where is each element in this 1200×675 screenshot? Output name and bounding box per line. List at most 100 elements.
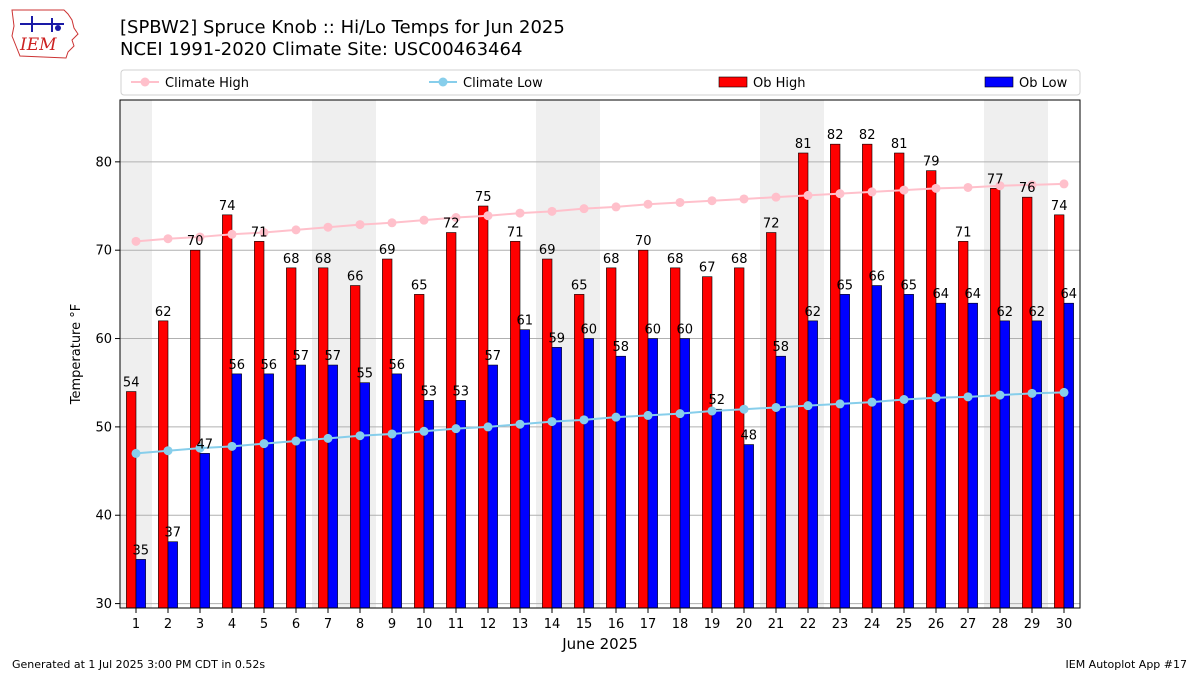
x-tick-label: 5 xyxy=(260,617,268,632)
climate-high-point xyxy=(516,209,525,218)
ob-low-bar xyxy=(968,303,978,608)
ob-high-bar xyxy=(1022,197,1032,608)
climate-low-point xyxy=(164,446,173,455)
ob-high-bar xyxy=(222,215,232,608)
ob-low-bar xyxy=(200,453,210,608)
ob-high-bar xyxy=(446,233,456,608)
ob-low-bar xyxy=(1064,303,1074,608)
ob-high-label: 70 xyxy=(187,234,204,249)
climate-high-point xyxy=(868,187,877,196)
climate-low-point xyxy=(388,429,397,438)
ob-high-label: 81 xyxy=(891,137,908,152)
ob-high-bar xyxy=(478,206,488,608)
x-tick-label: 28 xyxy=(992,617,1009,632)
ob-low-label: 64 xyxy=(933,287,950,302)
climate-low-point xyxy=(804,401,813,410)
climate-low-point xyxy=(868,398,877,407)
x-tick-label: 8 xyxy=(356,617,364,632)
x-tick-label: 20 xyxy=(736,617,753,632)
ob-high-label: 74 xyxy=(219,199,236,214)
x-tick-label: 13 xyxy=(512,617,529,632)
ob-low-label: 60 xyxy=(645,323,662,338)
ob-high-label: 74 xyxy=(1051,199,1068,214)
x-tick-label: 23 xyxy=(832,617,849,632)
x-tick-label: 27 xyxy=(960,617,977,632)
climate-low-point xyxy=(452,424,461,433)
ob-low-label: 53 xyxy=(453,384,470,399)
x-tick-label: 4 xyxy=(228,617,236,632)
x-tick-label: 21 xyxy=(768,617,785,632)
climate-high-point xyxy=(836,189,845,198)
ob-high-label: 77 xyxy=(987,172,1004,187)
ob-low-label: 62 xyxy=(805,305,822,320)
ob-low-label: 60 xyxy=(677,323,694,338)
climate-low-point xyxy=(548,417,557,426)
x-tick-label: 29 xyxy=(1024,617,1041,632)
climate-low-point xyxy=(228,442,237,451)
ob-low-label: 52 xyxy=(709,393,726,408)
ob-low-label: 58 xyxy=(773,340,790,355)
legend-marker-climate-low xyxy=(439,78,448,87)
x-axis-label: June 2025 xyxy=(561,635,638,653)
climate-high-point xyxy=(676,198,685,207)
ob-low-bar xyxy=(136,559,146,608)
ob-low-bar xyxy=(1032,321,1042,608)
ob-low-bar xyxy=(584,339,594,608)
ob-high-label: 81 xyxy=(795,137,812,152)
climate-high-point xyxy=(580,204,589,213)
climate-low-point xyxy=(900,395,909,404)
legend-label-climate-high: Climate High xyxy=(165,76,249,91)
ob-low-label: 47 xyxy=(197,437,214,452)
ob-low-label: 48 xyxy=(741,429,758,444)
ob-low-label: 60 xyxy=(581,323,598,338)
ob-low-label: 64 xyxy=(965,287,982,302)
ob-low-label: 35 xyxy=(133,543,150,558)
ob-high-label: 72 xyxy=(443,217,460,232)
ob-high-bar xyxy=(606,268,616,608)
ob-low-bar xyxy=(296,365,306,608)
ob-high-label: 68 xyxy=(603,252,620,267)
climate-low-point xyxy=(420,427,429,436)
climate-high-point xyxy=(1060,179,1069,188)
y-axis-label: Temperature °F xyxy=(69,304,84,405)
climate-high-point xyxy=(772,193,781,202)
climate-high-point xyxy=(708,196,717,205)
ob-low-bar xyxy=(680,339,690,608)
ob-high-bar xyxy=(702,277,712,608)
legend-swatch-ob-low xyxy=(985,77,1013,87)
ob-low-label: 53 xyxy=(421,384,438,399)
ob-high-label: 66 xyxy=(347,270,364,285)
x-tick-label: 19 xyxy=(704,617,721,632)
y-tick-label: 30 xyxy=(95,597,112,612)
ob-low-label: 62 xyxy=(1029,305,1046,320)
legend-swatch-ob-high xyxy=(719,77,747,87)
x-tick-label: 2 xyxy=(164,617,172,632)
ob-high-label: 68 xyxy=(283,252,300,267)
ob-low-label: 66 xyxy=(869,270,886,285)
y-tick-label: 80 xyxy=(95,155,112,170)
ob-high-bar xyxy=(766,233,776,608)
ob-low-bar xyxy=(776,356,786,608)
ob-high-label: 68 xyxy=(731,252,748,267)
ob-low-label: 57 xyxy=(485,349,502,364)
ob-low-label: 64 xyxy=(1061,287,1078,302)
ob-high-label: 82 xyxy=(827,128,844,143)
x-tick-label: 14 xyxy=(544,617,561,632)
ob-high-bar xyxy=(190,250,200,608)
climate-high-point xyxy=(804,191,813,200)
climate-high-point xyxy=(900,186,909,195)
x-tick-label: 7 xyxy=(324,617,332,632)
y-tick-label: 50 xyxy=(95,420,112,435)
x-tick-label: 12 xyxy=(480,617,497,632)
ob-high-bar xyxy=(1054,215,1064,608)
ob-low-bar xyxy=(488,365,498,608)
climate-low-point xyxy=(1028,389,1037,398)
ob-low-label: 61 xyxy=(517,314,534,329)
ob-low-bar xyxy=(936,303,946,608)
y-tick-label: 60 xyxy=(95,332,112,347)
x-tick-label: 30 xyxy=(1056,617,1073,632)
ob-high-label: 68 xyxy=(667,252,684,267)
ob-low-label: 59 xyxy=(549,331,566,346)
x-tick-label: 10 xyxy=(416,617,433,632)
